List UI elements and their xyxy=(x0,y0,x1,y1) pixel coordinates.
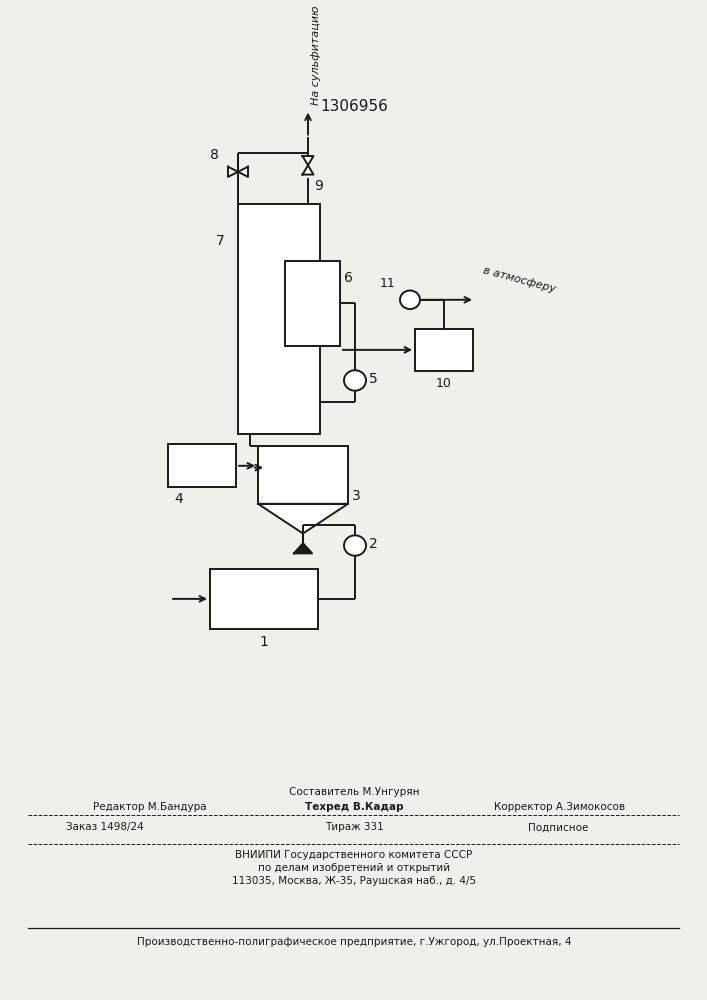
Bar xyxy=(285,261,340,346)
Text: 8: 8 xyxy=(210,148,219,162)
Polygon shape xyxy=(294,543,312,553)
Bar xyxy=(415,329,473,371)
Text: 4: 4 xyxy=(174,492,182,506)
Text: На сульфитацию: На сульфитацию xyxy=(311,6,321,105)
Text: 1: 1 xyxy=(259,635,269,649)
Circle shape xyxy=(400,291,420,309)
Circle shape xyxy=(344,370,366,391)
Polygon shape xyxy=(303,156,313,165)
Text: Составитель М.Унгурян: Составитель М.Унгурян xyxy=(288,787,419,797)
Text: 9: 9 xyxy=(314,179,323,193)
Text: 5: 5 xyxy=(369,372,378,386)
Bar xyxy=(168,444,236,487)
Text: по делам изобретений и открытий: по делам изобретений и открытий xyxy=(258,863,450,873)
Bar xyxy=(238,204,320,434)
Text: Корректор А.Зимокосов: Корректор А.Зимокосов xyxy=(494,802,626,812)
Text: 113035, Москва, Ж-35, Раушская наб., д. 4/5: 113035, Москва, Ж-35, Раушская наб., д. … xyxy=(232,876,476,886)
Text: Подписное: Подписное xyxy=(528,822,588,832)
Polygon shape xyxy=(238,167,248,177)
Text: в атмосферу: в атмосферу xyxy=(482,265,557,294)
Text: Редактор М.Бандура: Редактор М.Бандура xyxy=(93,802,207,812)
Text: Техред В.Кадар: Техред В.Кадар xyxy=(305,802,403,812)
Text: 10: 10 xyxy=(436,377,452,390)
Polygon shape xyxy=(228,167,238,177)
Text: 3: 3 xyxy=(352,489,361,503)
Polygon shape xyxy=(258,504,348,533)
Text: 2: 2 xyxy=(369,537,378,551)
Circle shape xyxy=(344,535,366,556)
Text: Заказ 1498/24: Заказ 1498/24 xyxy=(66,822,144,832)
Bar xyxy=(210,569,318,629)
Text: ВНИИПИ Государственного комитета СССР: ВНИИПИ Государственного комитета СССР xyxy=(235,850,472,860)
Text: Производственно-полиграфическое предприятие, г.Ужгород, ул.Проектная, 4: Производственно-полиграфическое предприя… xyxy=(136,937,571,947)
Text: 6: 6 xyxy=(344,271,353,285)
Text: 11: 11 xyxy=(380,277,396,290)
Bar xyxy=(258,446,348,504)
Text: 1306956: 1306956 xyxy=(320,99,388,114)
Text: Тираж 331: Тираж 331 xyxy=(325,822,383,832)
Polygon shape xyxy=(303,165,313,175)
Text: 7: 7 xyxy=(216,234,225,248)
